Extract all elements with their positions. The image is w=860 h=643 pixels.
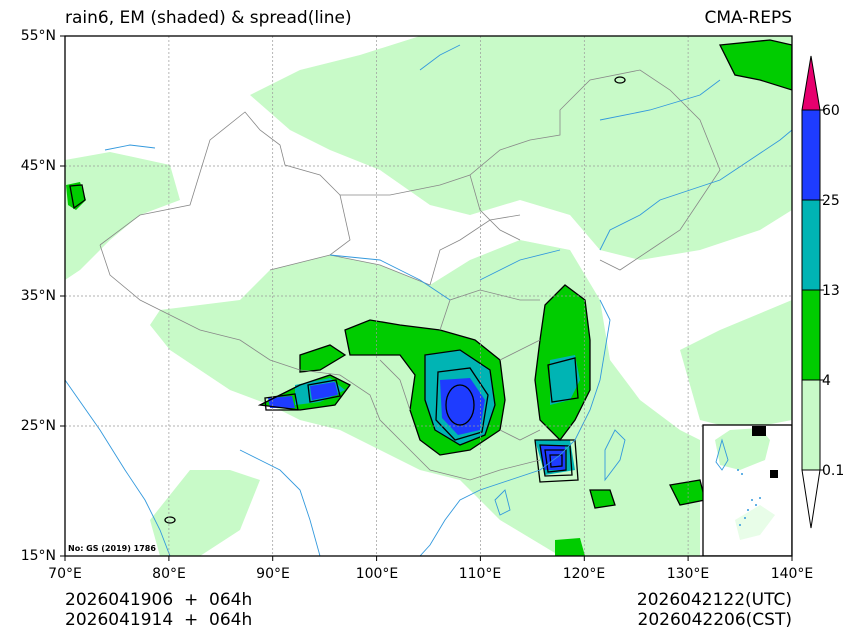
colorbar-label-4: 4 xyxy=(822,373,831,389)
colorbar-label-0-1: 0.1 xyxy=(822,463,845,479)
lon-label-70e: 70°E xyxy=(48,566,82,582)
lon-label-90e: 90°E xyxy=(256,566,290,582)
model-name: CMA-REPS xyxy=(704,8,792,28)
chart-title: rain6, EM (shaded) & spread(line) xyxy=(65,8,352,28)
lon-label-120e: 120°E xyxy=(562,566,606,582)
lat-label-25n: 25°N xyxy=(20,418,56,434)
map-approval-number: No: GS (2019) 1786 xyxy=(68,544,156,553)
lat-label-35n: 35°N xyxy=(20,288,56,304)
lat-label-15n: 15°N xyxy=(20,548,56,564)
valid-time-utc: 2026042122(UTC) xyxy=(636,590,792,610)
init-time-cst: 2026041914 + 064h xyxy=(65,610,253,630)
rivers-coastlines xyxy=(65,44,792,556)
lon-label-140e: 140°E xyxy=(770,566,814,582)
admin-boundaries xyxy=(99,69,721,481)
lon-label-100e: 100°E xyxy=(355,566,399,582)
lon-label-80e: 80°E xyxy=(152,566,186,582)
valid-time-cst: 2026042206(CST) xyxy=(637,610,792,630)
colorbar xyxy=(801,55,824,529)
lon-label-130e: 130°E xyxy=(666,566,710,582)
lat-label-55n: 55°N xyxy=(20,28,56,44)
init-time-utc: 2026041906 + 064h xyxy=(65,590,253,610)
lon-label-110e: 110°E xyxy=(458,566,502,582)
south-china-sea-inset xyxy=(702,424,792,556)
axis-ticks xyxy=(60,35,793,561)
colorbar-label-60: 60 xyxy=(822,103,840,119)
lat-label-45n: 45°N xyxy=(20,158,56,174)
colorbar-label-25: 25 xyxy=(822,193,840,209)
colorbar-label-13: 13 xyxy=(822,283,840,299)
graticule xyxy=(65,36,792,556)
